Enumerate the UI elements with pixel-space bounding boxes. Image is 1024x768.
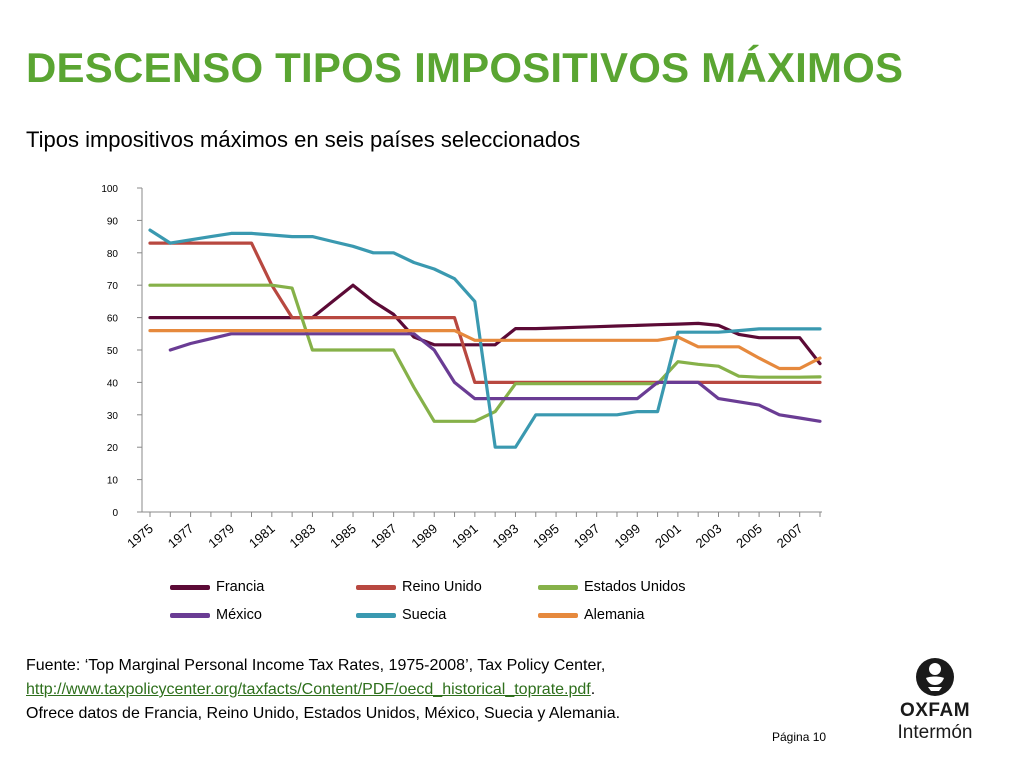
legend-swatch [356, 584, 396, 590]
x-tick-label: 1977 [165, 521, 197, 551]
x-tick-label: 2001 [652, 521, 684, 551]
x-tick-label: 1979 [205, 521, 237, 551]
series-line-alemania [148, 329, 822, 371]
y-tick-label: 30 [107, 411, 119, 422]
source-note: Fuente: ‘Top Marginal Personal Income Ta… [26, 654, 826, 726]
oxfam-logo: OXFAM Intermón [890, 656, 980, 748]
x-tick-label: 1997 [571, 521, 603, 551]
series-line-reino-unido [148, 241, 822, 384]
source-link-suffix: . [590, 681, 596, 698]
x-tick-label: 2005 [733, 521, 765, 551]
x-tick-label: 2007 [774, 521, 806, 551]
series-line-francia [148, 283, 822, 366]
series-line-suecia [148, 228, 822, 449]
series-line-mexico [168, 332, 822, 423]
y-tick-label: 10 [107, 476, 119, 487]
y-tick-label: 40 [107, 378, 119, 389]
logo-name: OXFAM [899, 700, 971, 721]
y-tick-label: 0 [112, 508, 118, 519]
x-tick-label: 1989 [408, 521, 440, 551]
line-chart: 0 10 20 30 40 50 60 70 80 90 100 1975 1977 1979 1981 19… [101, 184, 822, 551]
source-line-2: http://www.taxpolicycenter.org/taxfacts/… [26, 678, 826, 702]
x-tick-label: 2003 [693, 521, 725, 551]
y-tick-label: 60 [107, 314, 119, 325]
x-tick-label: 1999 [611, 521, 643, 551]
source-line-3: Ofrece datos de Francia, Reino Unido, Es… [26, 705, 621, 722]
legend-swatch [356, 612, 396, 618]
x-tick-label: 1983 [287, 521, 319, 551]
x-tick-label: 1991 [449, 521, 481, 551]
y-tick-label: 100 [101, 184, 118, 195]
legend-label: Francia [216, 579, 265, 595]
legend-label: México [216, 607, 262, 623]
legend-swatch [170, 584, 210, 590]
legend-label: Alemania [584, 607, 645, 623]
x-tick-label: 1987 [368, 521, 400, 551]
y-tick-label: 70 [107, 281, 119, 292]
legend-item: Estados Unidos [538, 576, 686, 598]
x-tick-label: 1975 [124, 521, 156, 551]
y-tick-label: 80 [107, 249, 119, 260]
legend-item: Reino Unido [356, 576, 482, 598]
x-tick-label: 1985 [327, 521, 359, 551]
chart-subtitle: Tipos impositivos máximos en seis países… [26, 127, 581, 152]
legend-swatch [538, 612, 578, 618]
legend-item: Alemania [538, 604, 644, 626]
oxfam-logo-icon [916, 658, 954, 696]
legend-item: Suecia [356, 604, 446, 626]
y-tick-label: 20 [107, 443, 119, 454]
chart-legend: Francia Reino Unido Estados Unidos México Su… [170, 576, 790, 632]
x-tick-label: 1993 [490, 521, 522, 551]
legend-swatch [538, 584, 578, 590]
legend-label: Suecia [402, 607, 447, 623]
x-tick-label: 1981 [246, 521, 278, 551]
page-title: DESCENSO TIPOS IMPOSITIVOS MÁXIMOS [26, 44, 904, 91]
source-line-1: Fuente: ‘Top Marginal Personal Income Ta… [26, 657, 606, 674]
legend-label: Estados Unidos [584, 579, 686, 595]
x-tick-label: 1995 [530, 521, 562, 551]
legend-item: México [170, 604, 262, 626]
legend-item: Francia [170, 576, 264, 598]
series-line-estados-unidos [148, 283, 822, 423]
y-tick-label: 50 [107, 346, 119, 357]
page-number: Página 10 [772, 730, 827, 744]
logo-subname: Intermón [897, 722, 973, 743]
y-tick-label: 90 [107, 216, 119, 227]
legend-label: Reino Unido [402, 579, 482, 595]
legend-swatch [170, 612, 210, 618]
source-link[interactable]: http://www.taxpolicycenter.org/taxfacts/… [26, 681, 591, 698]
